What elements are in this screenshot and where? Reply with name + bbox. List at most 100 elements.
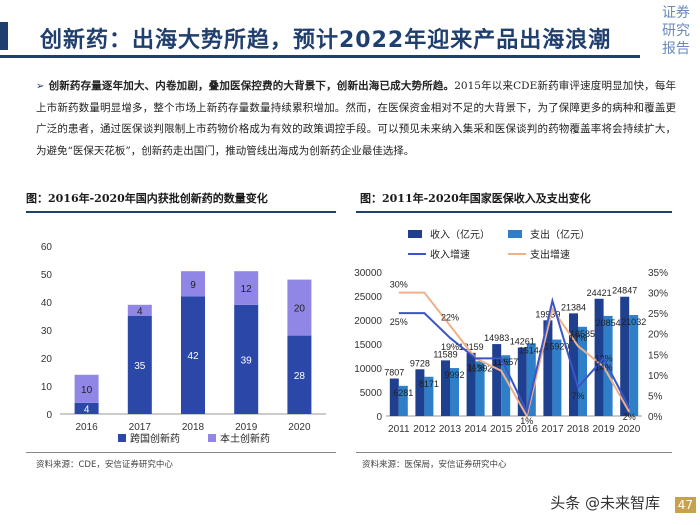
- bar-domestic: [234, 271, 259, 305]
- x-tick-label: 2011: [388, 424, 410, 435]
- income-data-label: 14261: [510, 337, 535, 347]
- bar-data-label: 20: [294, 304, 306, 315]
- bar-expense: [629, 315, 639, 416]
- right-figure-rule: [356, 211, 672, 213]
- bar-multinational: [234, 304, 259, 414]
- legend-label: 收入（亿元）: [430, 228, 490, 241]
- expense-growth-line-label: 11%: [493, 358, 510, 368]
- expense-growth-line-label: 22%: [441, 312, 459, 322]
- income-data-label: 14983: [484, 333, 509, 343]
- bar-data-label: 35: [134, 361, 146, 372]
- income-data-label: 24847: [612, 286, 637, 296]
- bar-income: [389, 378, 399, 416]
- legend-swatch: [408, 230, 422, 238]
- expense-growth-line-label: 30%: [390, 280, 408, 290]
- x-tick-label: 2016: [75, 422, 98, 433]
- y-right-tick-label: 15%: [648, 350, 668, 361]
- report-type-label: 证券研究报告: [662, 5, 690, 57]
- income-data-label: 11589: [433, 349, 457, 359]
- x-tick-label: 2020: [618, 424, 641, 435]
- y-tick-label: 50: [41, 270, 53, 281]
- bar-domestic: [127, 304, 152, 316]
- bar-data-label: 9: [190, 280, 196, 291]
- intro-paragraph: ➢ 创新药存量逐年加大、内卷加剧，叠加医保控费的大背景下，创新出海已成大势所趋。2…: [36, 76, 676, 162]
- bar-domestic: [287, 279, 312, 336]
- header-accent-bar: [0, 22, 8, 50]
- left-figure-rule: [26, 211, 336, 213]
- x-tick-label: 2016: [516, 424, 539, 435]
- legend-swatch: [118, 434, 126, 442]
- y-tick-label: 10: [41, 382, 53, 393]
- bar-income: [517, 347, 527, 416]
- y-left-tick-label: 30000: [354, 268, 382, 279]
- income-growth-line-label: 19%: [441, 342, 459, 352]
- y-left-tick-label: 15000: [354, 340, 382, 351]
- insurance-chart: 收入（亿元） 支出（亿元） 收入增速 支出增速 0 5000 10000 15000 20000…: [354, 228, 668, 435]
- bar-expense: [398, 385, 408, 416]
- y-right-tick-label: 35%: [648, 268, 668, 279]
- bar-data-label: 39: [241, 355, 253, 366]
- legend-label: 支出（亿元）: [530, 228, 590, 241]
- left-source-rule: [26, 452, 336, 453]
- bar-expense: [501, 355, 511, 416]
- bar-income: [543, 320, 553, 416]
- expense-data-label: 11392: [468, 363, 492, 373]
- y-tick-label: 40: [41, 298, 53, 309]
- income-data-label: 9728: [410, 358, 430, 368]
- expense-data-label: 15920: [544, 342, 569, 352]
- expense-data-label: 8171: [419, 379, 439, 389]
- bar-data-label: 28: [294, 371, 306, 382]
- left-figure-source: 资料来源：CDE，安信证券研究中心: [36, 460, 173, 470]
- x-tick-label: 2018: [567, 424, 590, 435]
- income-growth-line-label: 14%: [467, 362, 485, 372]
- expense-data-label: 21032: [621, 317, 646, 327]
- x-tick-label: 2019: [235, 422, 258, 433]
- income-growth-line: [398, 296, 631, 415]
- bar-income: [594, 298, 604, 416]
- income-data-label: 19939: [535, 309, 560, 319]
- bar-data-label: 12: [241, 284, 253, 295]
- bar-income: [415, 369, 425, 416]
- legend-label: 支出增速: [530, 248, 570, 261]
- y-right-tick-label: 10%: [648, 371, 668, 382]
- bar-data-label: 10: [81, 385, 93, 396]
- legend-label: 本土创新药: [220, 432, 270, 445]
- y-right-tick-label: 30%: [648, 289, 668, 300]
- page-number: 47: [674, 497, 696, 513]
- expense-data-label: 15144: [519, 345, 544, 355]
- y-right-tick-label: 20%: [648, 330, 668, 341]
- expense-data-label: 6281: [393, 388, 413, 398]
- bar-multinational: [287, 335, 312, 414]
- y-tick-label: 0: [46, 410, 52, 421]
- page-header: 创新药：出海大势所趋，预计2022年迎来产品出海浪潮: [0, 0, 700, 62]
- x-tick-label: 2017: [129, 422, 152, 433]
- income-data-label: 13159: [459, 342, 484, 352]
- x-tick-label: 2019: [592, 424, 615, 435]
- legend-label: 收入增速: [430, 248, 470, 261]
- intro-lead: 创新药存量逐年加大、内卷加剧，叠加医保控费的大背景下，创新出海已成大势所趋。: [48, 80, 455, 92]
- y-tick-label: 30: [41, 326, 53, 337]
- right-figure-title: 图：2011年-2020年国家医保收入及支出变化: [360, 192, 591, 205]
- legend-swatch: [508, 230, 522, 238]
- x-tick-label: 2018: [182, 422, 205, 433]
- bar-data-label: 4: [84, 404, 90, 415]
- legend-swatch: [208, 434, 216, 442]
- y-left-tick-label: 0: [376, 412, 382, 423]
- bar-multinational: [181, 296, 205, 414]
- x-tick-label: 2017: [541, 424, 564, 435]
- bar-income: [466, 352, 476, 416]
- approvals-chart: 0 10 20 30 40 50 60 4 10 2016 35 4 2017 42 9 2018 39 12 20…: [41, 242, 326, 445]
- y-tick-label: 60: [41, 242, 53, 253]
- right-figure-source: 资料来源：医保局，安信证券研究中心: [362, 460, 507, 470]
- expense-data-label: 18585: [570, 329, 595, 339]
- bar-data-label: 42: [187, 351, 199, 362]
- y-left-tick-label: 20000: [354, 316, 382, 327]
- bar-expense: [424, 376, 434, 416]
- bar-expense: [450, 368, 459, 416]
- x-tick-label: 2012: [413, 424, 436, 435]
- y-right-tick-label: 0%: [648, 412, 663, 423]
- x-tick-label: 2020: [288, 422, 311, 433]
- bar-income: [569, 313, 578, 416]
- income-data-label: 21384: [561, 302, 586, 312]
- bar-income: [492, 344, 502, 416]
